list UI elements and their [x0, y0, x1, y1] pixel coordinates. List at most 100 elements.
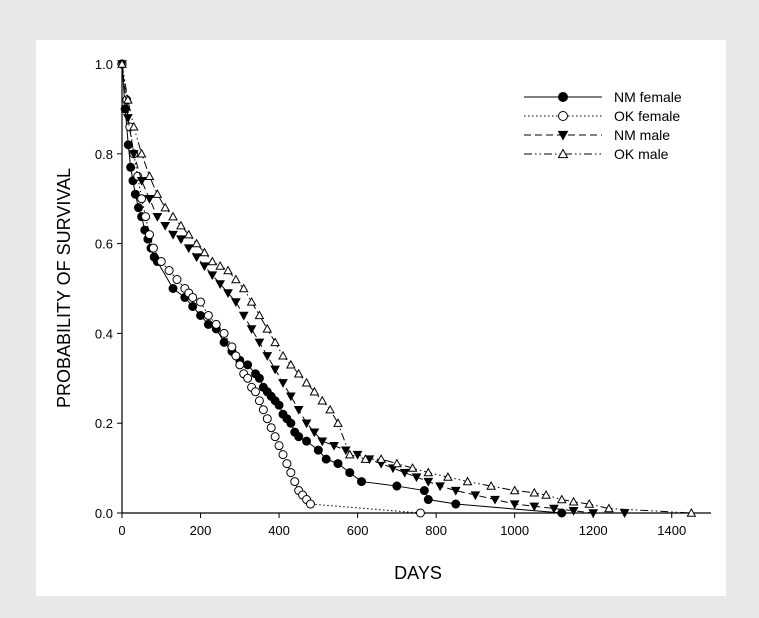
series-line: [121, 63, 421, 514]
data-point: [293, 368, 304, 378]
data-point: [176, 235, 186, 245]
data-point: [219, 337, 229, 347]
data-point: [168, 284, 178, 293]
data-point: [274, 400, 284, 410]
data-point: [270, 432, 280, 442]
data-point: [443, 472, 453, 481]
data-point: [557, 508, 567, 518]
data-point: [340, 446, 351, 456]
data-point: [352, 450, 363, 460]
data-point: [199, 247, 210, 257]
data-point: [344, 449, 355, 459]
data-point: [123, 94, 133, 104]
legend-item-nm-male: NM male: [524, 127, 670, 143]
legend-label: NM female: [614, 89, 682, 105]
data-point: [183, 229, 194, 239]
data-point: [490, 495, 500, 505]
y-tick-label: 0.0: [95, 506, 113, 521]
data-point: [168, 211, 178, 221]
x-tick-label: 800: [425, 523, 447, 538]
series-line: [121, 63, 692, 514]
legend-label: NM male: [614, 127, 670, 143]
data-point: [117, 58, 127, 68]
y-axis-title: PROBABILITY OF SURVIVAL: [54, 168, 74, 408]
data-point: [282, 459, 292, 469]
data-point: [529, 487, 540, 497]
x-tick-label: 200: [190, 523, 212, 538]
data-point: [588, 509, 599, 519]
data-point: [128, 121, 139, 131]
data-point: [126, 162, 136, 172]
data-point: [329, 441, 339, 451]
data-point: [148, 243, 158, 253]
data-point: [168, 230, 178, 240]
data-point: [164, 266, 174, 276]
data-point: [302, 436, 312, 446]
data-point: [238, 311, 249, 321]
data-point: [357, 477, 367, 487]
data-point: [227, 342, 237, 352]
data-point: [207, 256, 218, 266]
data-point: [313, 445, 323, 455]
data-point: [254, 338, 265, 348]
data-point: [203, 319, 213, 329]
data-point: [301, 377, 312, 387]
data-point: [160, 221, 171, 231]
data-point: [541, 490, 551, 499]
data-point: [285, 392, 296, 402]
data-point: [333, 459, 343, 469]
legend-marker: [557, 148, 569, 159]
data-point: [123, 114, 133, 123]
data-point: [262, 323, 273, 333]
legend-item-nm-female: NM female: [524, 89, 682, 105]
y-tick-label: 0.8: [95, 147, 113, 162]
data-point: [223, 265, 233, 275]
data-point: [486, 481, 496, 490]
data-point: [246, 296, 257, 306]
series-ok-female: [117, 59, 425, 518]
legend: NM female OK female NM male OK male: [524, 89, 682, 162]
data-point: [317, 437, 328, 447]
data-point: [254, 373, 264, 383]
data-point: [270, 365, 280, 375]
data-point: [411, 473, 422, 483]
data-point: [274, 441, 284, 451]
data-point: [262, 414, 272, 424]
data-point: [399, 468, 410, 478]
x-tick-label: 0: [118, 523, 125, 538]
data-point: [133, 203, 143, 213]
legend-marker: [557, 130, 569, 141]
data-point: [423, 477, 434, 487]
data-point: [176, 220, 186, 230]
axes: 0 200 400 600 800 1000 1200 1400 0.0 0.2 0.4 0.6 0.8…: [95, 57, 711, 538]
data-point: [376, 454, 387, 463]
data-point: [451, 499, 461, 509]
data-point: [246, 325, 257, 334]
data-point: [509, 500, 520, 510]
data-point: [123, 140, 133, 150]
data-point: [333, 418, 343, 427]
x-axis-title: DAYS: [394, 563, 442, 583]
data-point: [392, 458, 402, 468]
data-point: [301, 419, 312, 429]
data-point: [286, 468, 296, 478]
data-point: [360, 454, 371, 463]
legend-label: OK female: [614, 108, 680, 124]
series-layer: [117, 58, 697, 519]
data-point: [144, 195, 155, 204]
data-point: [136, 177, 147, 186]
data-point: [231, 298, 241, 307]
y-tick-label: 0.6: [95, 237, 113, 252]
data-point: [549, 504, 559, 514]
data-point: [160, 202, 171, 212]
data-point: [191, 238, 202, 248]
data-point: [141, 212, 151, 222]
data-point: [172, 275, 182, 285]
data-point: [223, 289, 233, 299]
data-point: [203, 310, 213, 320]
data-point: [196, 310, 206, 320]
data-point: [686, 507, 697, 517]
series-ok-male: [117, 58, 697, 517]
data-point: [309, 386, 320, 396]
y-tick-label: 0.4: [95, 326, 113, 341]
